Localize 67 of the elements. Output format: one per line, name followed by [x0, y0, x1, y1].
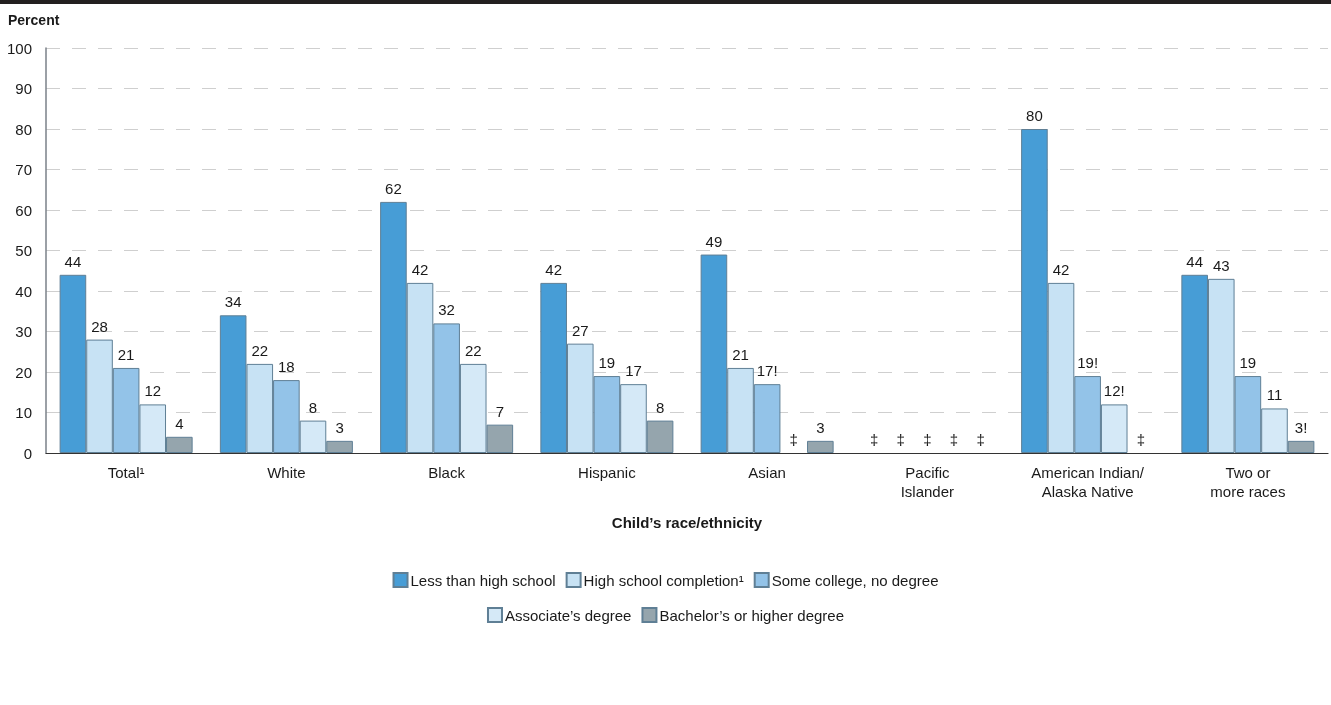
data-label: 11 — [1266, 386, 1283, 404]
text: ‡ — [949, 431, 959, 448]
data-label: 18 — [278, 358, 295, 376]
data-label: 3! — [1294, 418, 1308, 436]
x-tick-label: Pacific Islander — [900, 464, 955, 500]
x-tick-label: Asian — [748, 464, 786, 481]
text: ‡ — [896, 431, 905, 448]
data-label: 44 — [1186, 252, 1204, 270]
data-label: 3 — [335, 418, 344, 436]
x-tick-label: White — [267, 464, 306, 481]
y-tick-label: 70 — [15, 161, 32, 178]
data-label: 42 — [411, 260, 429, 278]
data-label: 27 — [571, 321, 589, 339]
y-tick-label: 90 — [15, 80, 32, 97]
data-label: 19 — [1239, 354, 1257, 372]
data-label: 3 — [816, 418, 825, 436]
data-label: 7 — [495, 402, 504, 420]
data-label: 22 — [251, 341, 269, 359]
y-tick-label: 50 — [15, 242, 32, 259]
data-label: 43 — [1212, 256, 1230, 274]
y-tick-label: 60 — [15, 201, 32, 219]
y-tick-label: 0 — [23, 444, 32, 462]
x-tick-label: Two or more races — [1210, 464, 1286, 500]
data-label: 42 — [1052, 260, 1070, 278]
x-tick-label: American Indian/Alaska Native — [1031, 464, 1145, 500]
data-label: 8 — [655, 398, 665, 416]
y-tick-label: 20 — [15, 363, 32, 381]
data-label: 17 — [625, 362, 642, 380]
y-tick-label: 40 — [15, 282, 32, 300]
y-axis-title: Percent — [8, 12, 60, 28]
data-label: 8 — [308, 398, 318, 416]
y-tick-label: 100 — [6, 39, 32, 57]
legend-label: Associate’s degree — [504, 606, 632, 624]
y-tick-label: 80 — [15, 120, 32, 138]
data-label: 62 — [385, 179, 402, 197]
data-label: 19! — [1077, 354, 1099, 372]
text: ‡ — [789, 431, 798, 448]
bar — [807, 440, 834, 453]
x-tick-label: Total¹ — [107, 464, 145, 481]
data-label: 80 — [1026, 107, 1043, 124]
data-label: 21 — [117, 345, 135, 363]
data-label: 21 — [732, 345, 749, 363]
legend-label: Bachelor’s or higher degree — [659, 606, 845, 624]
x-tick-label: Hispanic — [578, 464, 637, 481]
data-label: 49 — [705, 232, 723, 250]
text: ‡ — [870, 431, 879, 448]
data-label: 12 — [144, 382, 162, 400]
legend-label: Some college, no degree — [771, 571, 939, 589]
data-label: 42 — [545, 260, 563, 278]
data-label: 4 — [175, 414, 184, 432]
data-label: 12! — [1103, 382, 1125, 400]
legend-label: Less than high school — [410, 571, 556, 589]
data-label: 28 — [91, 317, 108, 335]
text: ‡ — [923, 431, 932, 448]
data-label: 17! — [756, 362, 778, 380]
legend-label: High school completion¹ — [583, 571, 744, 589]
y-tick-label: 10 — [15, 404, 32, 421]
data-label: 34 — [224, 293, 242, 311]
text: ‡ — [976, 431, 985, 448]
data-label: 44 — [64, 252, 82, 270]
data-label: 22 — [464, 341, 482, 359]
x-tick-label: Black — [428, 464, 466, 481]
x-axis-title: Child’s race/ethnicity — [611, 514, 763, 531]
text: ‡ — [1136, 431, 1145, 448]
y-tick-label: 30 — [15, 323, 32, 340]
data-label: 19 — [598, 354, 616, 372]
data-label: 32 — [438, 301, 455, 319]
